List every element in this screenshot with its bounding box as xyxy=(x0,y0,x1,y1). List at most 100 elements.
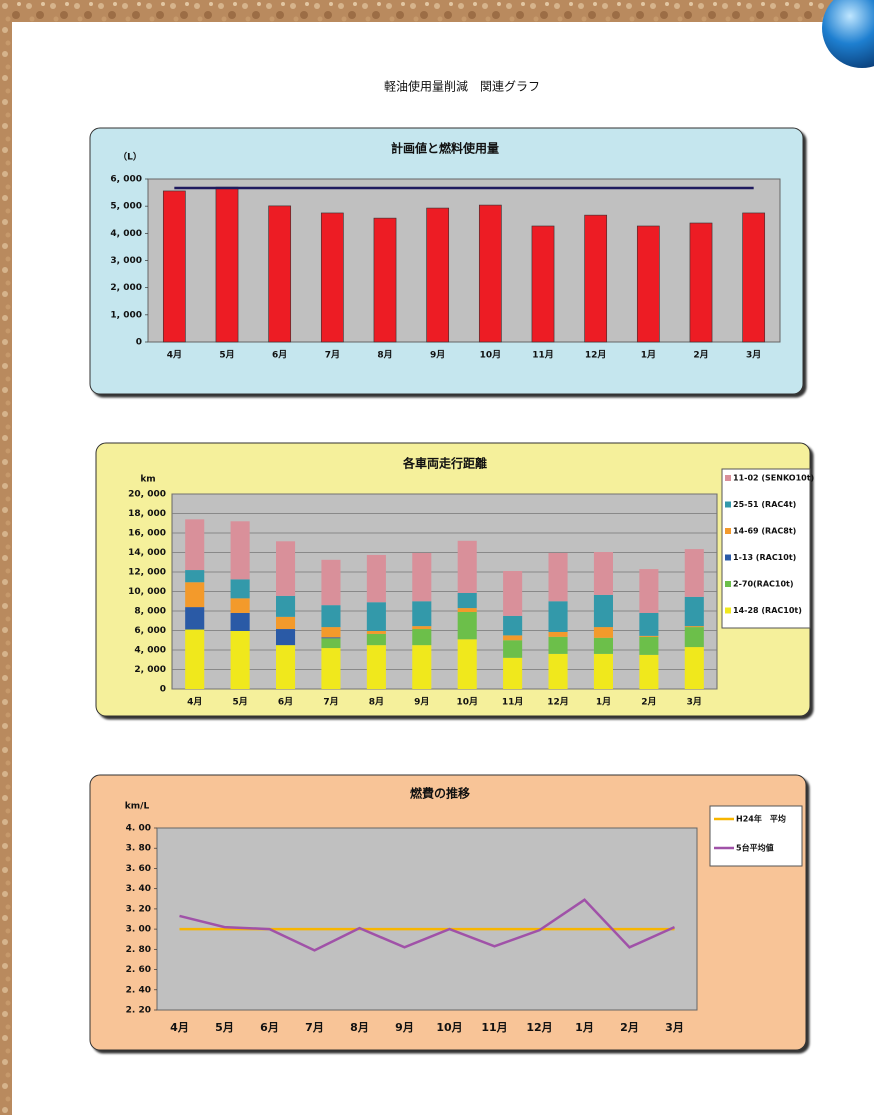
y-tick-label: 4, 000 xyxy=(134,646,166,656)
y-axis-label: km xyxy=(140,475,155,485)
x-tick-label: 7月 xyxy=(305,1021,324,1034)
y-tick-label: 6, 000 xyxy=(134,626,166,636)
bar-segment xyxy=(503,635,523,641)
x-tick-label: 1月 xyxy=(596,697,611,708)
plot-area xyxy=(147,178,781,343)
bar xyxy=(426,207,450,343)
x-tick-label: 5月 xyxy=(232,697,247,708)
y-tick-label: 1, 000 xyxy=(110,310,142,320)
y-tick-label: 14, 000 xyxy=(128,548,166,558)
x-tick-label: 2月 xyxy=(620,1021,639,1034)
bar-segment xyxy=(276,645,296,689)
page-title: 軽油使用量削減 関連グラフ xyxy=(384,79,540,94)
bar-segment xyxy=(593,552,613,595)
bar-segment xyxy=(639,654,659,689)
x-tick-label: 9月 xyxy=(430,350,445,361)
decor-ball xyxy=(822,0,874,68)
bar-segment xyxy=(412,629,432,646)
x-tick-label: 1月 xyxy=(641,350,656,361)
bar-segment xyxy=(548,631,568,637)
legend-label: 1-13 (RAC10t) xyxy=(733,553,796,562)
bar-segment xyxy=(185,582,205,608)
y-axis-label: km/L xyxy=(125,802,150,812)
bar-segment xyxy=(276,541,296,596)
legend-label: 11-02 (SENKO10t) xyxy=(733,474,814,483)
bar-segment xyxy=(366,630,386,634)
y-tick-label: 2, 000 xyxy=(134,665,166,675)
bar-segment xyxy=(230,612,250,631)
bar-segment xyxy=(639,612,659,636)
bar-segment xyxy=(503,640,523,658)
bar-segment xyxy=(321,627,341,638)
y-tick-label: 5, 000 xyxy=(110,202,142,212)
bar-segment xyxy=(230,521,250,580)
x-tick-label: 6月 xyxy=(272,350,287,361)
legend-label: 25-51 (RAC4t) xyxy=(733,500,796,509)
bar-segment xyxy=(366,602,386,631)
legend-box xyxy=(709,805,803,867)
x-tick-label: 10月 xyxy=(456,697,478,708)
y-tick-label: 4, 000 xyxy=(110,229,142,239)
bar-segment xyxy=(684,596,704,627)
x-tick-label: 7月 xyxy=(323,697,338,708)
y-tick-label: 2. 20 xyxy=(126,1006,151,1016)
y-tick-label: 10, 000 xyxy=(128,587,166,597)
x-tick-label: 6月 xyxy=(260,1021,279,1034)
bar-segment xyxy=(230,630,250,689)
bar-segment xyxy=(230,579,250,599)
legend-label: 14-69 (RAC8t) xyxy=(733,527,796,536)
y-tick-label: 0 xyxy=(136,338,142,348)
y-tick-label: 16, 000 xyxy=(128,529,166,539)
x-tick-label: 9月 xyxy=(395,1021,414,1034)
bar-segment xyxy=(366,554,386,603)
bar xyxy=(742,212,766,343)
y-tick-label: 3. 80 xyxy=(126,844,151,854)
bar-segment xyxy=(321,605,341,628)
legend-label: 14-28 (RAC10t) xyxy=(733,606,802,615)
bar-segment xyxy=(412,552,432,602)
x-tick-label: 10月 xyxy=(436,1021,462,1034)
y-tick-label: 3. 60 xyxy=(126,864,151,874)
bar xyxy=(584,214,608,343)
chart-title: 燃費の推移 xyxy=(410,786,470,801)
bar-segment xyxy=(457,611,477,640)
x-tick-label: 11月 xyxy=(532,350,554,361)
legend-box xyxy=(721,468,811,629)
y-tick-label: 6, 000 xyxy=(110,175,142,185)
y-tick-label: 3. 20 xyxy=(126,904,151,914)
x-tick-label: 10月 xyxy=(480,350,502,361)
bar-segment xyxy=(276,629,296,646)
y-tick-label: 3, 000 xyxy=(110,256,142,266)
bar-segment xyxy=(230,598,250,613)
y-tick-label: 0 xyxy=(160,685,166,695)
x-tick-label: 5月 xyxy=(219,350,234,361)
x-tick-label: 12月 xyxy=(526,1021,552,1034)
bar xyxy=(689,222,713,343)
bar-segment xyxy=(593,637,613,654)
bar-segment xyxy=(593,594,613,628)
bar-segment xyxy=(412,645,432,689)
bar xyxy=(636,225,660,343)
bar-segment xyxy=(548,636,568,654)
bar-segment xyxy=(366,645,386,689)
x-tick-label: 4月 xyxy=(167,350,182,361)
bar-segment xyxy=(321,638,341,649)
bar-segment xyxy=(321,559,341,606)
bar-segment xyxy=(457,592,477,609)
x-tick-label: 2月 xyxy=(641,697,656,708)
bar-segment xyxy=(548,552,568,602)
y-tick-label: 8, 000 xyxy=(134,607,166,617)
legend-swatch xyxy=(725,501,731,508)
bar-segment xyxy=(412,626,432,630)
y-tick-label: 3. 00 xyxy=(126,925,151,935)
legend-swatch xyxy=(725,528,731,534)
data-line xyxy=(179,898,676,952)
bar-segment xyxy=(185,629,205,689)
plot-area xyxy=(156,827,698,1011)
chart-title: 計画値と燃料使用量 xyxy=(391,141,499,156)
bar-segment xyxy=(639,635,659,637)
bar-segment xyxy=(593,627,613,638)
bar-segment xyxy=(548,601,568,632)
